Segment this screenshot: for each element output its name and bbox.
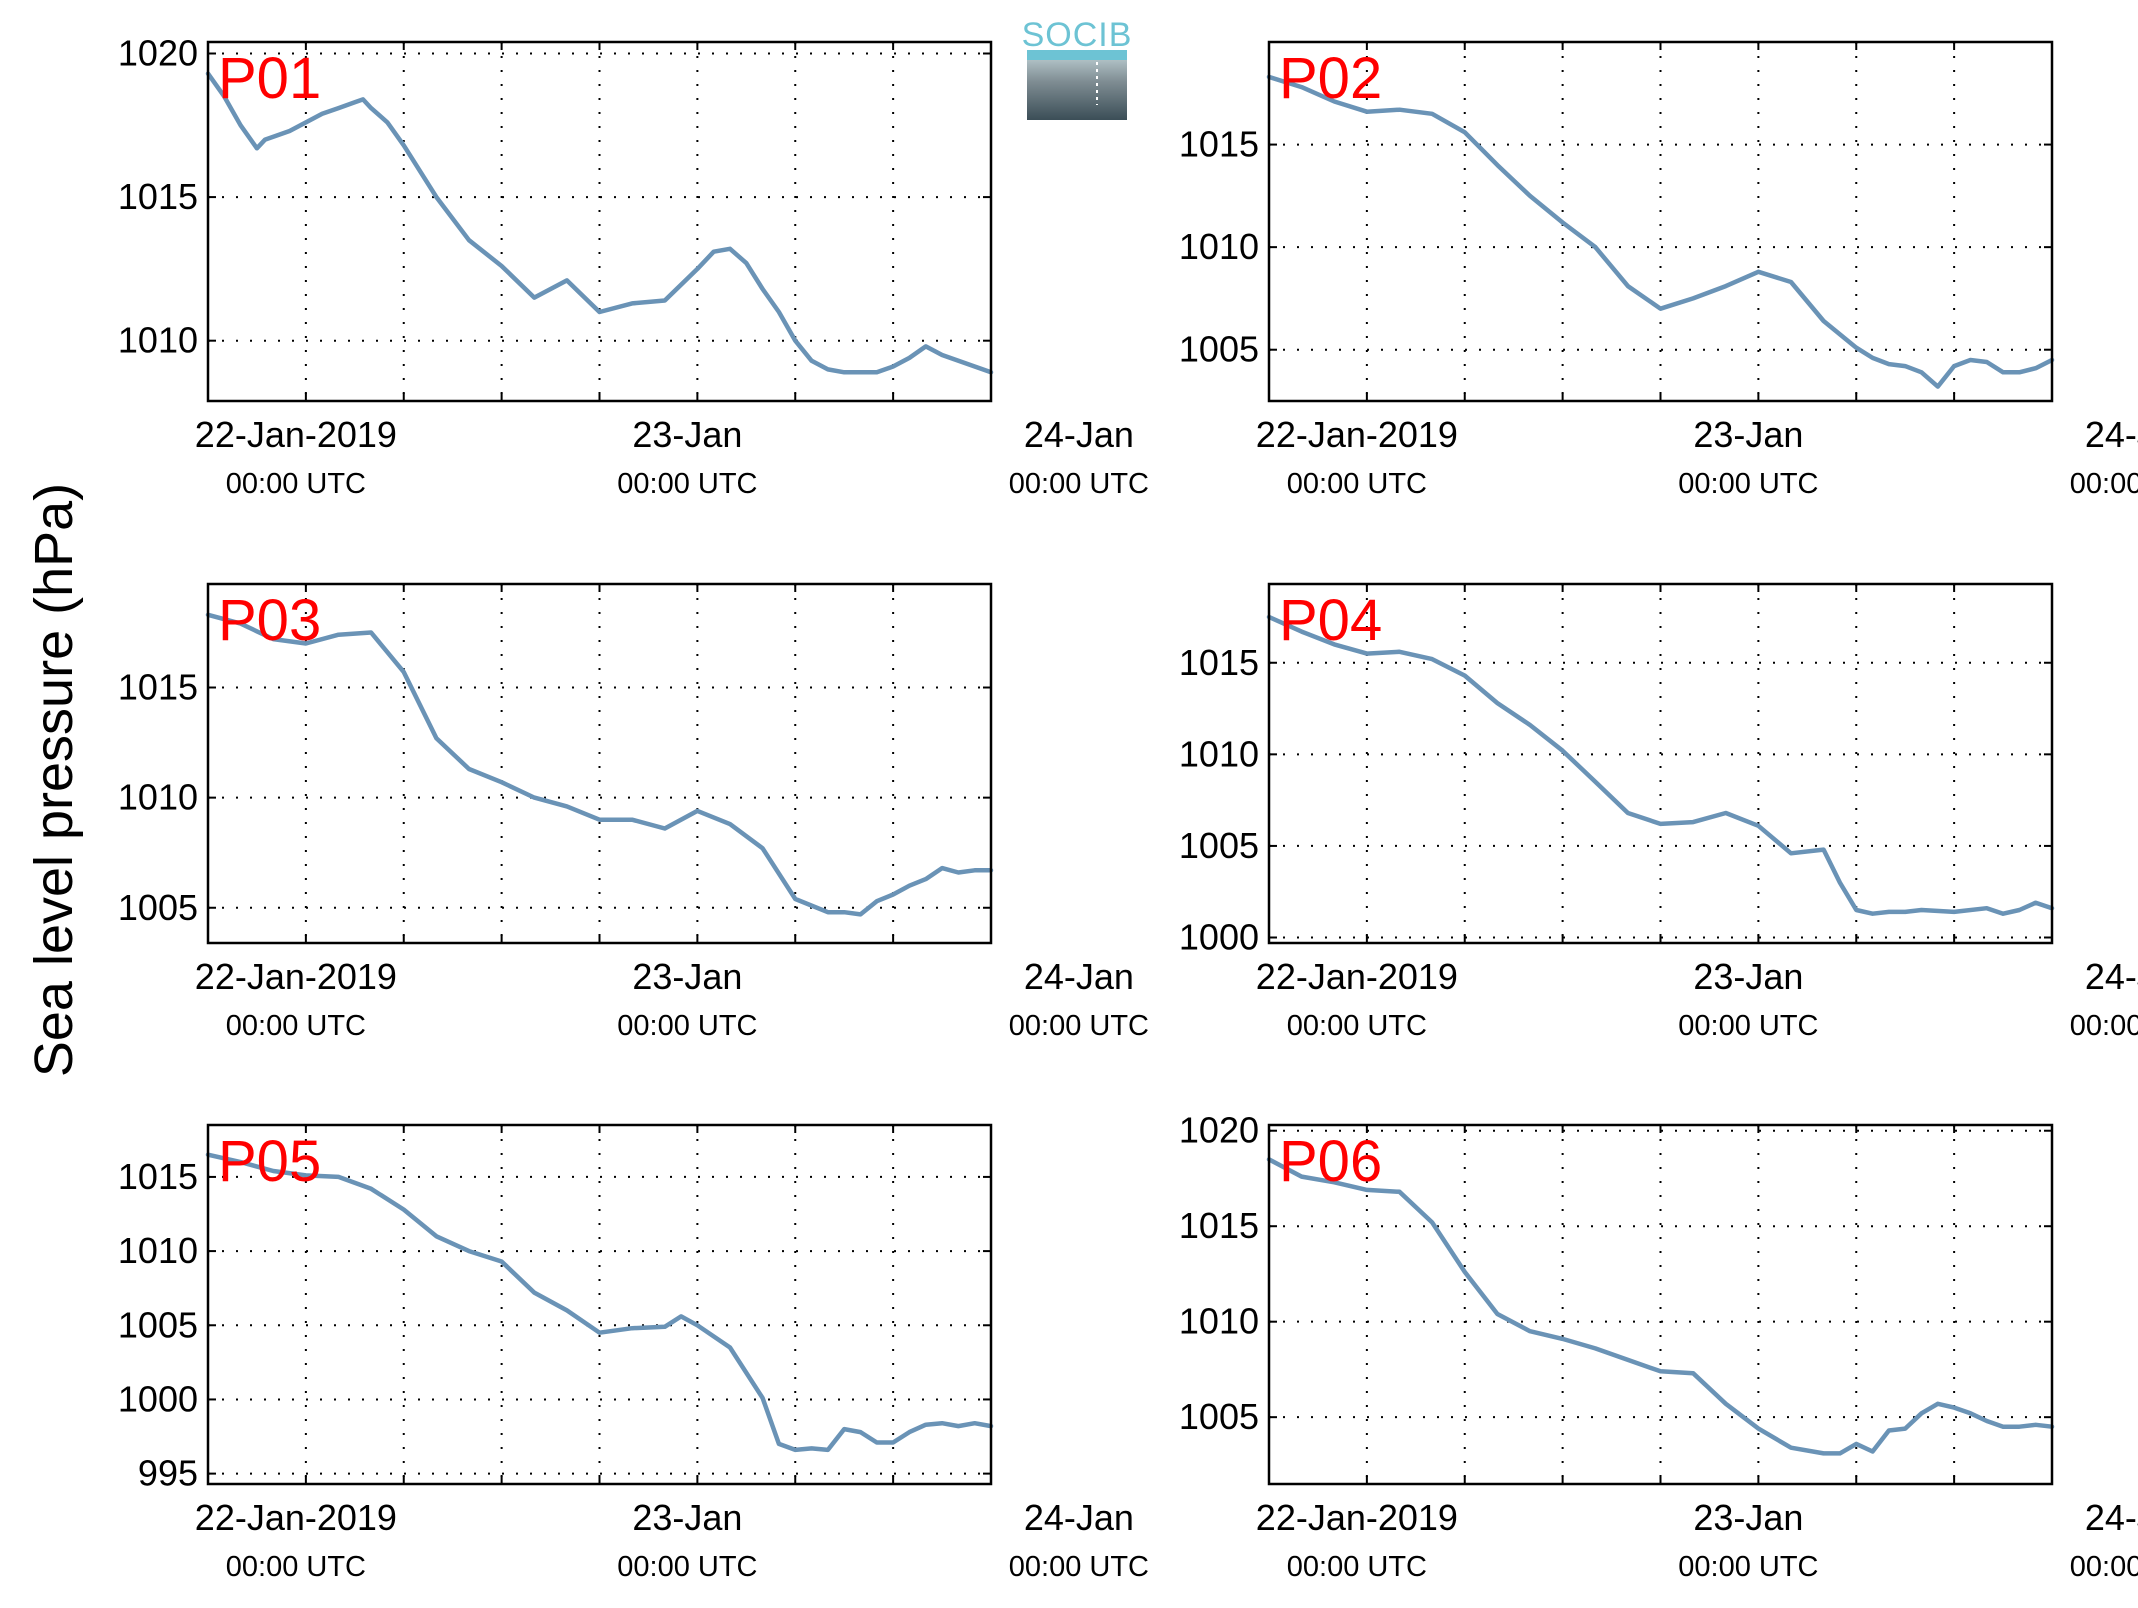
plot-frame: [1267, 40, 2054, 403]
y-tick-label: 1000: [1179, 917, 1259, 958]
panel-p03: 1005 1010 1015 22-Jan-2019 00:00 UTC 23-Jan 00…: [118, 582, 1149, 1042]
x-tick-label: 24-Jan: [2085, 1497, 2138, 1538]
x-tick-sublabel: 00:00 UTC: [226, 1010, 366, 1042]
y-tick-label: 1015: [118, 667, 198, 708]
panels: 1010 1015 1020 22-Jan-2019 00:00 UTC 23-Jan 00…: [118, 32, 2138, 1583]
x-tick-label: 22-Jan-2019: [1256, 1497, 1458, 1538]
series-line: [1266, 1157, 2055, 1456]
x-tick-sublabel: 00:00 UTC: [1287, 468, 1427, 500]
x-tick-label: 23-Jan: [632, 956, 742, 997]
y-tick-label: 1005: [118, 887, 198, 928]
y-tick-label: 1020: [118, 32, 198, 73]
x-tick-label: 22-Jan-2019: [195, 414, 397, 455]
x-tick-label: 22-Jan-2019: [1256, 956, 1458, 997]
y-tick-label: 1005: [1179, 329, 1259, 370]
x-tick-label: 23-Jan: [632, 1497, 742, 1538]
plot-frame: [1267, 1123, 2054, 1486]
x-tick-sublabel: 00:00 UTC: [2070, 468, 2138, 500]
x-tick-sublabel: 00:00 UTC: [2070, 1010, 2138, 1042]
logo-block: [1027, 50, 1127, 120]
x-tick-sublabel: 00:00 UTC: [2070, 1551, 2138, 1583]
panel-p01: 1010 1015 1020 22-Jan-2019 00:00 UTC 23-Jan 00…: [118, 32, 1149, 500]
x-tick-label: 23-Jan: [1693, 1497, 1803, 1538]
station-label: P04: [1279, 588, 1382, 653]
y-axis-label: Sea level pressure (hPa): [24, 483, 84, 1077]
x-tick-sublabel: 00:00 UTC: [1678, 1551, 1818, 1583]
y-tick-label: 995: [138, 1453, 198, 1494]
y-tick-label: 1010: [1179, 733, 1259, 774]
panel-p06: 1005 1010 1015 1020 22-Jan-2019 00:00 UTC 23-J…: [1179, 1110, 2138, 1583]
x-tick-sublabel: 00:00 UTC: [1009, 1551, 1149, 1583]
x-tick-sublabel: 00:00 UTC: [617, 468, 757, 500]
x-tick-sublabel: 00:00 UTC: [1287, 1551, 1427, 1583]
x-tick-label: 23-Jan: [1693, 956, 1803, 997]
station-label: P02: [1279, 46, 1382, 111]
x-tick-sublabel: 00:00 UTC: [1678, 468, 1818, 500]
x-tick-label: 24-Jan: [1024, 1497, 1134, 1538]
series-line: [205, 71, 994, 375]
x-tick-sublabel: 00:00 UTC: [1009, 1010, 1149, 1042]
y-tick-label: 1015: [1179, 1205, 1259, 1246]
plot-frame: [206, 40, 993, 403]
x-tick-sublabel: 00:00 UTC: [1287, 1010, 1427, 1042]
x-tick-sublabel: 00:00 UTC: [617, 1010, 757, 1042]
y-tick-label: 1010: [1179, 1301, 1259, 1342]
x-tick-label: 23-Jan: [632, 414, 742, 455]
plot-frame: [206, 582, 993, 945]
station-label: P06: [1279, 1129, 1382, 1194]
station-label: P05: [218, 1129, 321, 1194]
y-tick-label: 1010: [1179, 226, 1259, 267]
x-tick-label: 22-Jan-2019: [1256, 414, 1458, 455]
series-line: [205, 612, 994, 917]
station-label: P01: [218, 46, 321, 111]
y-tick-label: 1000: [118, 1378, 198, 1419]
x-tick-label: 23-Jan: [1693, 414, 1803, 455]
x-tick-label: 24-Jan: [1024, 956, 1134, 997]
y-tick-label: 1005: [118, 1304, 198, 1345]
series-line: [205, 1152, 994, 1453]
plot-frame: [206, 1123, 993, 1486]
y-tick-label: 1005: [1179, 1396, 1259, 1437]
panel-p05: 995 1000 1005 1010 1015 22-Jan-2019 00:00 UTC 2…: [118, 1123, 1149, 1583]
y-tick-label: 1015: [1179, 642, 1259, 683]
x-tick-sublabel: 00:00 UTC: [1678, 1010, 1818, 1042]
panel-p02: 1005 1010 1015 22-Jan-2019 00:00 UTC 23-Jan 00…: [1179, 40, 2138, 500]
y-tick-label: 1015: [1179, 124, 1259, 165]
station-label: P03: [218, 588, 321, 653]
logo-text: SOCIB: [1022, 16, 1133, 54]
y-tick-label: 1015: [118, 1156, 198, 1197]
x-tick-sublabel: 00:00 UTC: [1009, 468, 1149, 500]
y-tick-label: 1005: [1179, 825, 1259, 866]
plot-frame: [1267, 582, 2054, 945]
x-tick-sublabel: 00:00 UTC: [226, 1551, 366, 1583]
x-tick-sublabel: 00:00 UTC: [617, 1551, 757, 1583]
x-tick-label: 22-Jan-2019: [195, 1497, 397, 1538]
y-tick-label: 1015: [118, 176, 198, 217]
x-tick-label: 24-Jan: [2085, 956, 2138, 997]
x-tick-sublabel: 00:00 UTC: [226, 468, 366, 500]
x-tick-label: 24-Jan: [1024, 414, 1134, 455]
y-tick-label: 1010: [118, 320, 198, 361]
logo-wave: [1027, 50, 1127, 60]
y-tick-label: 1010: [118, 777, 198, 818]
x-tick-label: 24-Jan: [2085, 414, 2138, 455]
y-tick-label: 1020: [1179, 1110, 1259, 1151]
series-line: [1266, 614, 2055, 916]
series-line: [1266, 74, 2055, 389]
socib-logo: SOCIB: [1022, 16, 1133, 120]
x-tick-label: 22-Jan-2019: [195, 956, 397, 997]
y-tick-label: 1010: [118, 1230, 198, 1271]
panel-p04: 1000 1005 1010 1015 22-Jan-2019 00:00 UTC 23-J…: [1179, 582, 2138, 1042]
